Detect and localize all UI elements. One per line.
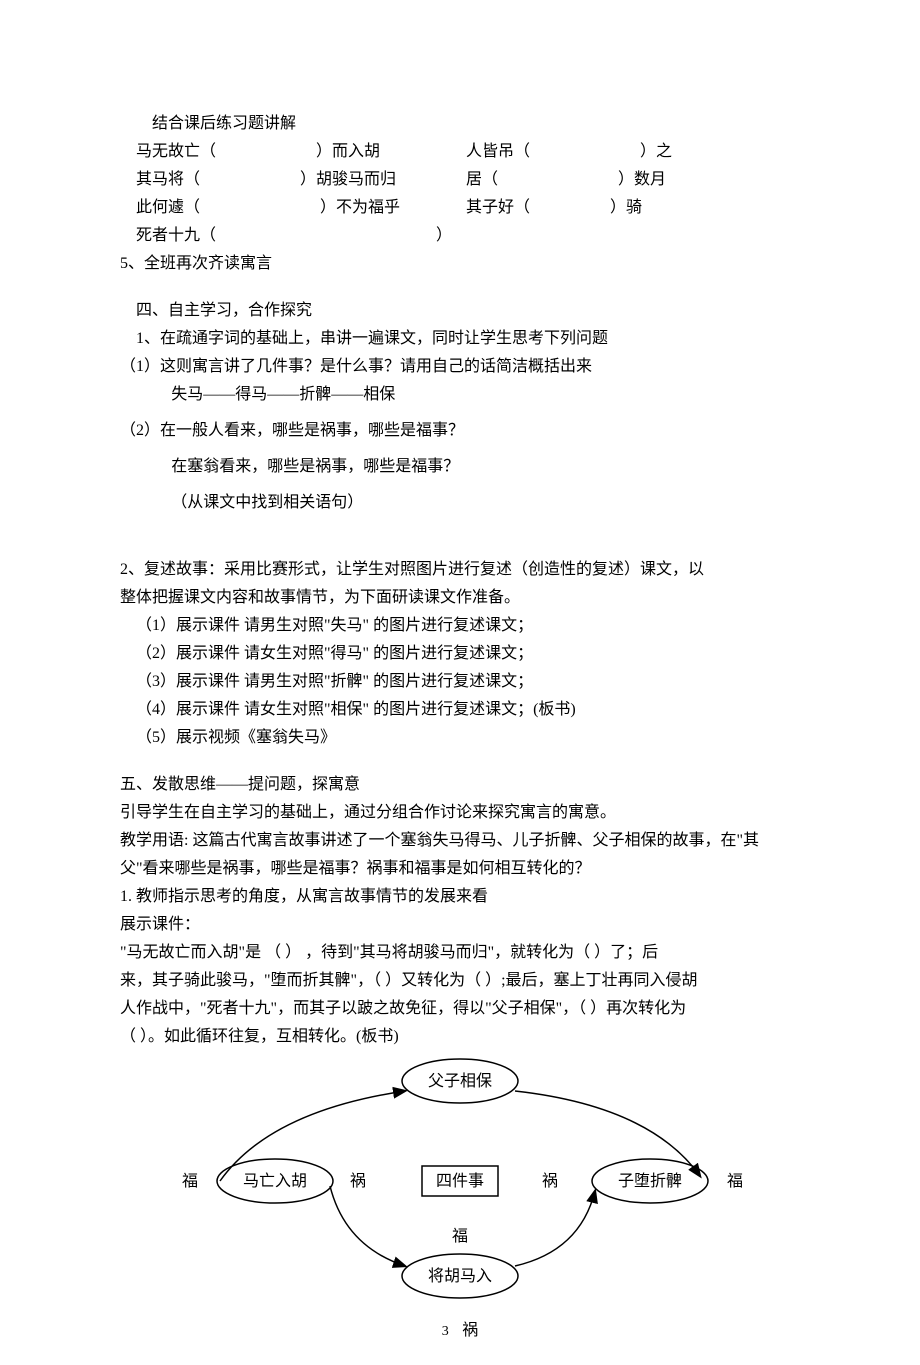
sec4-q2b: 在塞翁看来，哪些是祸事，哪些是福事？ bbox=[120, 453, 800, 481]
diagram-center-label: 四件事 bbox=[436, 1172, 484, 1190]
sec5-p2b: 父"看来哪些是祸事，哪些是福事？祸事和福事是如何相互转化的？ bbox=[120, 855, 800, 883]
blank-post: ）而入胡 bbox=[316, 143, 380, 160]
sec4-subitems: （1）展示课件 请男生对照"失马" 的图片进行复述课文；（2）展示课件 请女生对… bbox=[120, 612, 800, 752]
sec4-subitem: （2）展示课件 请女生对照"得马" 的图片进行复述课文； bbox=[120, 640, 800, 668]
sec4-q2c: （从课文中找到相关语句） bbox=[120, 489, 800, 517]
sec4-item2a: 2、复述故事：采用比赛形式，让学生对照图片进行复述（创造性的复述）课文，以 bbox=[120, 556, 800, 584]
sec5-p2: 教学用语: 这篇古代寓言故事讲述了一个塞翁失马得马、儿子折髀、父子相保的故事，在… bbox=[120, 827, 800, 855]
diagram-side-label: 福 bbox=[452, 1227, 468, 1245]
fill-blanks-block: 马无故亡（ ）而入胡 人皆吊（ ）之其马将（ ）胡骏马而归 居（ ）数月此何遽（ ）不为福乎 其… bbox=[120, 138, 800, 250]
blank-post: ）胡骏马而归 bbox=[300, 171, 396, 188]
diagram-side-label: 福 bbox=[182, 1172, 198, 1190]
blank-post: ） bbox=[436, 227, 452, 244]
blank-post: ）骑 bbox=[610, 199, 642, 216]
sec5-p5d: （ ）。如此循环往复，互相转化。(板书) bbox=[120, 1023, 800, 1051]
blank-pre: 此何遽（ bbox=[136, 199, 200, 216]
diagram-arrow bbox=[515, 1091, 700, 1176]
diagram-side-label: 祸 bbox=[542, 1172, 558, 1190]
diagram-side-label: 祸 bbox=[350, 1172, 366, 1190]
diagram-arrow bbox=[330, 1186, 405, 1266]
diagram-node: 马亡入胡 bbox=[217, 1159, 333, 1203]
sec4-item1: 1、在疏通字词的基础上，串讲一遍课文，同时让学生思考下列问题 bbox=[120, 325, 800, 353]
diagram-node: 将胡马入 bbox=[402, 1254, 518, 1298]
blank-pre: 人皆吊（ bbox=[466, 143, 530, 160]
svg-text:将胡马入: 将胡马入 bbox=[428, 1267, 492, 1285]
sec5-p1: 引导学生在自主学习的基础上，通过分组合作讨论来探究寓言的寓意。 bbox=[120, 799, 800, 827]
diagram-node: 子堕折髀 bbox=[592, 1159, 708, 1203]
svg-text:子堕折髀: 子堕折髀 bbox=[618, 1172, 682, 1190]
blank-post: ）不为福乎 bbox=[320, 199, 400, 216]
blank-post: ）数月 bbox=[618, 171, 666, 188]
blank-pre: 其子好（ bbox=[466, 199, 530, 216]
sec4-q2: （2）在一般人看来，哪些是祸事，哪些是福事？ bbox=[120, 417, 800, 445]
blank-pre: 死者十九（ bbox=[136, 227, 216, 244]
diagram-side-label: 福 bbox=[727, 1172, 743, 1190]
sec5-p5b: 来，其子骑此骏马，"堕而折其髀"，（ ）又转化为（ ）;最后，塞上丁壮再同入侵胡 bbox=[120, 967, 800, 995]
section-5-title: 五、发散思维——提问题，探寓意 bbox=[120, 771, 800, 799]
diagram-arrow bbox=[220, 1091, 405, 1181]
sec5-p3: 1. 教师指示思考的角度，从寓言故事情节的发展来看 bbox=[120, 883, 800, 911]
fill-blank-row: 此何遽（ ）不为福乎 其子好（ ）骑 bbox=[120, 194, 800, 222]
blank-post: ）之 bbox=[640, 143, 672, 160]
section-4-title: 四、自主学习，合作探究 bbox=[120, 297, 800, 325]
sec4-subitem: （4）展示课件 请女生对照"相保" 的图片进行复述课文；(板书) bbox=[120, 696, 800, 724]
sec4-q1-ans: 失马——得马——折髀——相保 bbox=[120, 381, 800, 409]
sec4-subitem: （3）展示课件 请男生对照"折髀" 的图片进行复述课文； bbox=[120, 668, 800, 696]
page-extra-label: 祸 bbox=[462, 1317, 478, 1345]
blank-pre: 居（ bbox=[466, 171, 498, 188]
blank-pre: 其马将（ bbox=[136, 171, 200, 188]
diagram-node: 父子相保 bbox=[402, 1059, 518, 1103]
sec5-p5a: "马无故亡而入胡"是 （ ） ，待到"其马将胡骏马而归"，就转化为（ ）了；后 bbox=[120, 939, 800, 967]
line-5: 5、全班再次齐读寓言 bbox=[120, 250, 800, 278]
svg-text:马亡入胡: 马亡入胡 bbox=[243, 1172, 307, 1190]
svg-text:父子相保: 父子相保 bbox=[428, 1072, 492, 1090]
fill-blank-row: 马无故亡（ ）而入胡 人皆吊（ ）之 bbox=[120, 138, 800, 166]
sec5-p4: 展示课件： bbox=[120, 911, 800, 939]
diagram-svg: 父子相保马亡入胡子堕折髀将胡马入四件事福祸祸福福 bbox=[120, 1051, 800, 1311]
page-number: 3 bbox=[442, 1324, 449, 1339]
sec4-item2b: 整体把握课文内容和故事情节，为下面研读课文作准备。 bbox=[120, 584, 800, 612]
page-footer: 3 祸 bbox=[120, 1311, 800, 1345]
fill-blank-row: 其马将（ ）胡骏马而归 居（ ）数月 bbox=[120, 166, 800, 194]
fill-blank-row: 死者十九（ ） bbox=[120, 222, 800, 250]
sec4-q1: （1）这则寓言讲了几件事？是什么事？请用自己的话简洁概括出来 bbox=[120, 353, 800, 381]
diagram-arrow bbox=[515, 1191, 595, 1266]
sec5-p5c: 人作战中，"死者十九"，而其子以跛之故免征，得以"父子相保"，（ ）再次转化为 bbox=[120, 995, 800, 1023]
exercise-intro: 结合课后练习题讲解 bbox=[120, 110, 800, 138]
document-page: 结合课后练习题讲解 马无故亡（ ）而入胡 人皆吊（ ）之其马将（ ）胡骏马而归 居（ ）数月… bbox=[0, 0, 920, 1365]
blank-pre: 马无故亡（ bbox=[136, 143, 216, 160]
sec4-subitem: （5）展示视频《塞翁失马》 bbox=[120, 724, 800, 752]
sec4-subitem: （1）展示课件 请男生对照"失马" 的图片进行复述课文； bbox=[120, 612, 800, 640]
cycle-diagram: 父子相保马亡入胡子堕折髀将胡马入四件事福祸祸福福 bbox=[120, 1051, 800, 1311]
